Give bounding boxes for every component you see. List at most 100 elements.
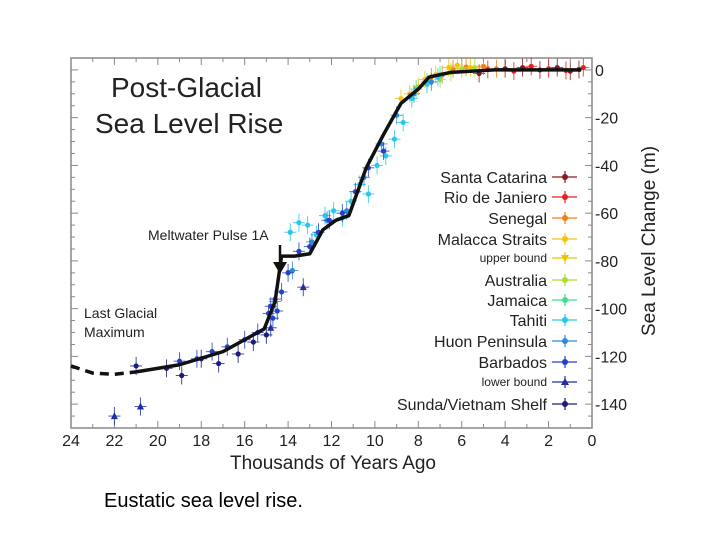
x-tick-label: 20: [149, 433, 167, 450]
data-point: [110, 412, 118, 420]
data-point: [374, 162, 380, 169]
data-point: [428, 79, 434, 85]
data-point: [446, 64, 452, 71]
data-point: [344, 208, 350, 214]
legend-entry: Huon Peninsula: [434, 334, 577, 351]
x-tick-label: 8: [414, 433, 423, 450]
data-point: [309, 239, 315, 245]
data-point: [267, 323, 275, 331]
data-point: [528, 63, 534, 69]
data-point: [136, 402, 144, 410]
legend-entry: upper bound: [480, 251, 577, 265]
data-point: [339, 210, 345, 216]
legend-marker: [562, 338, 568, 344]
legend-marker: [562, 401, 568, 407]
legend-entry: Rio de Janiero: [444, 190, 577, 207]
legend-entry: Malacca Straits: [438, 232, 577, 249]
data-point: [296, 220, 302, 226]
x-tick-label: 10: [366, 433, 384, 450]
legend-marker: [562, 174, 568, 180]
legend-marker: [562, 277, 568, 283]
legend-label: lower bound: [482, 375, 547, 389]
x-tick-label: 16: [236, 433, 254, 450]
data-point: [274, 308, 280, 314]
data-point: [331, 208, 337, 214]
data-point: [400, 119, 406, 126]
y-tick-label: -60: [595, 206, 618, 223]
x-axis-label: Thousands of Years Ago: [230, 453, 436, 474]
legend-label: Senegal: [488, 211, 547, 228]
y-tick-label: -140: [595, 397, 627, 414]
legend-marker: [562, 359, 568, 365]
plot-area-frame: [70, 57, 593, 429]
data-point: [278, 289, 285, 295]
legend-label: Jamaica: [487, 293, 547, 310]
data-point: [391, 136, 398, 142]
legend-label: Barbados: [479, 355, 548, 372]
legend-label: Malacca Straits: [438, 232, 547, 249]
legend-marker: [562, 317, 568, 323]
legend-entry: Australia: [485, 273, 577, 290]
y-axis-label: Sea Level Change (m): [639, 146, 660, 336]
data-point: [326, 217, 332, 223]
y-tick-label: -80: [595, 254, 618, 271]
data-point: [480, 63, 487, 69]
data-point: [454, 62, 461, 68]
x-tick-label: 18: [192, 433, 210, 450]
legend-label: Australia: [485, 273, 547, 290]
data-point: [176, 358, 183, 364]
data-point: [179, 372, 185, 379]
legend-label: Huon Peninsula: [434, 334, 547, 351]
chart-title-line-2: Sea Level Rise: [95, 108, 283, 139]
legend-label: upper bound: [480, 251, 547, 265]
data-point: [133, 363, 139, 369]
legend-marker: [562, 297, 568, 303]
chart-title-line-1: Post-Glacial: [111, 72, 262, 103]
y-tick-label: -100: [595, 302, 627, 319]
data-point: [289, 267, 296, 274]
legend-marker: [562, 236, 568, 242]
legend-marker: [562, 194, 568, 200]
data-point: [216, 360, 222, 367]
annotation-last-glacial-line-2: Maximum: [84, 324, 145, 340]
legend-entry: lower bound: [482, 375, 577, 389]
x-tick-label: 2: [544, 433, 553, 450]
legend-label: Rio de Janiero: [444, 190, 547, 207]
data-point: [296, 248, 302, 254]
sea-level-curve: [135, 68, 582, 374]
data-point: [305, 222, 311, 228]
series-lower-bound: [108, 278, 310, 426]
y-tick-label: -20: [595, 111, 618, 128]
legend-label: Santa Catarina: [440, 170, 547, 187]
x-tick-label: 6: [457, 433, 466, 450]
data-point: [287, 229, 293, 235]
x-tick-label: 24: [62, 433, 80, 450]
legend-entry: Sunda/Vietnam Shelf: [397, 397, 577, 414]
data-point: [270, 315, 276, 321]
legend-marker: [561, 255, 569, 262]
legend-entry: Senegal: [488, 211, 577, 228]
data-point: [365, 191, 372, 197]
legend-entry: Jamaica: [487, 293, 577, 310]
legend-label: Sunda/Vietnam Shelf: [397, 397, 548, 414]
sea-level-curve-dashed: [70, 364, 137, 377]
legend-entry: Barbados: [479, 355, 577, 372]
y-tick-label: -40: [595, 158, 618, 175]
data-point: [250, 339, 256, 345]
data-point: [381, 148, 387, 154]
legend-marker: [561, 378, 569, 385]
annotation-meltwater-pulse: Meltwater Pulse 1A: [148, 227, 269, 243]
data-point: [322, 212, 328, 219]
x-tick-label: 14: [279, 433, 297, 450]
data-point: [263, 332, 269, 338]
x-tick-label: 0: [588, 433, 597, 450]
data-point: [383, 153, 389, 159]
annotation-last-glacial-line-1: Last Glacial: [84, 305, 157, 321]
x-tick-label: 12: [323, 433, 341, 450]
data-point: [398, 95, 404, 102]
data-point: [299, 283, 307, 291]
legend-label: Tahiti: [510, 313, 547, 330]
legend-marker: [562, 215, 568, 221]
data-point: [580, 64, 586, 71]
